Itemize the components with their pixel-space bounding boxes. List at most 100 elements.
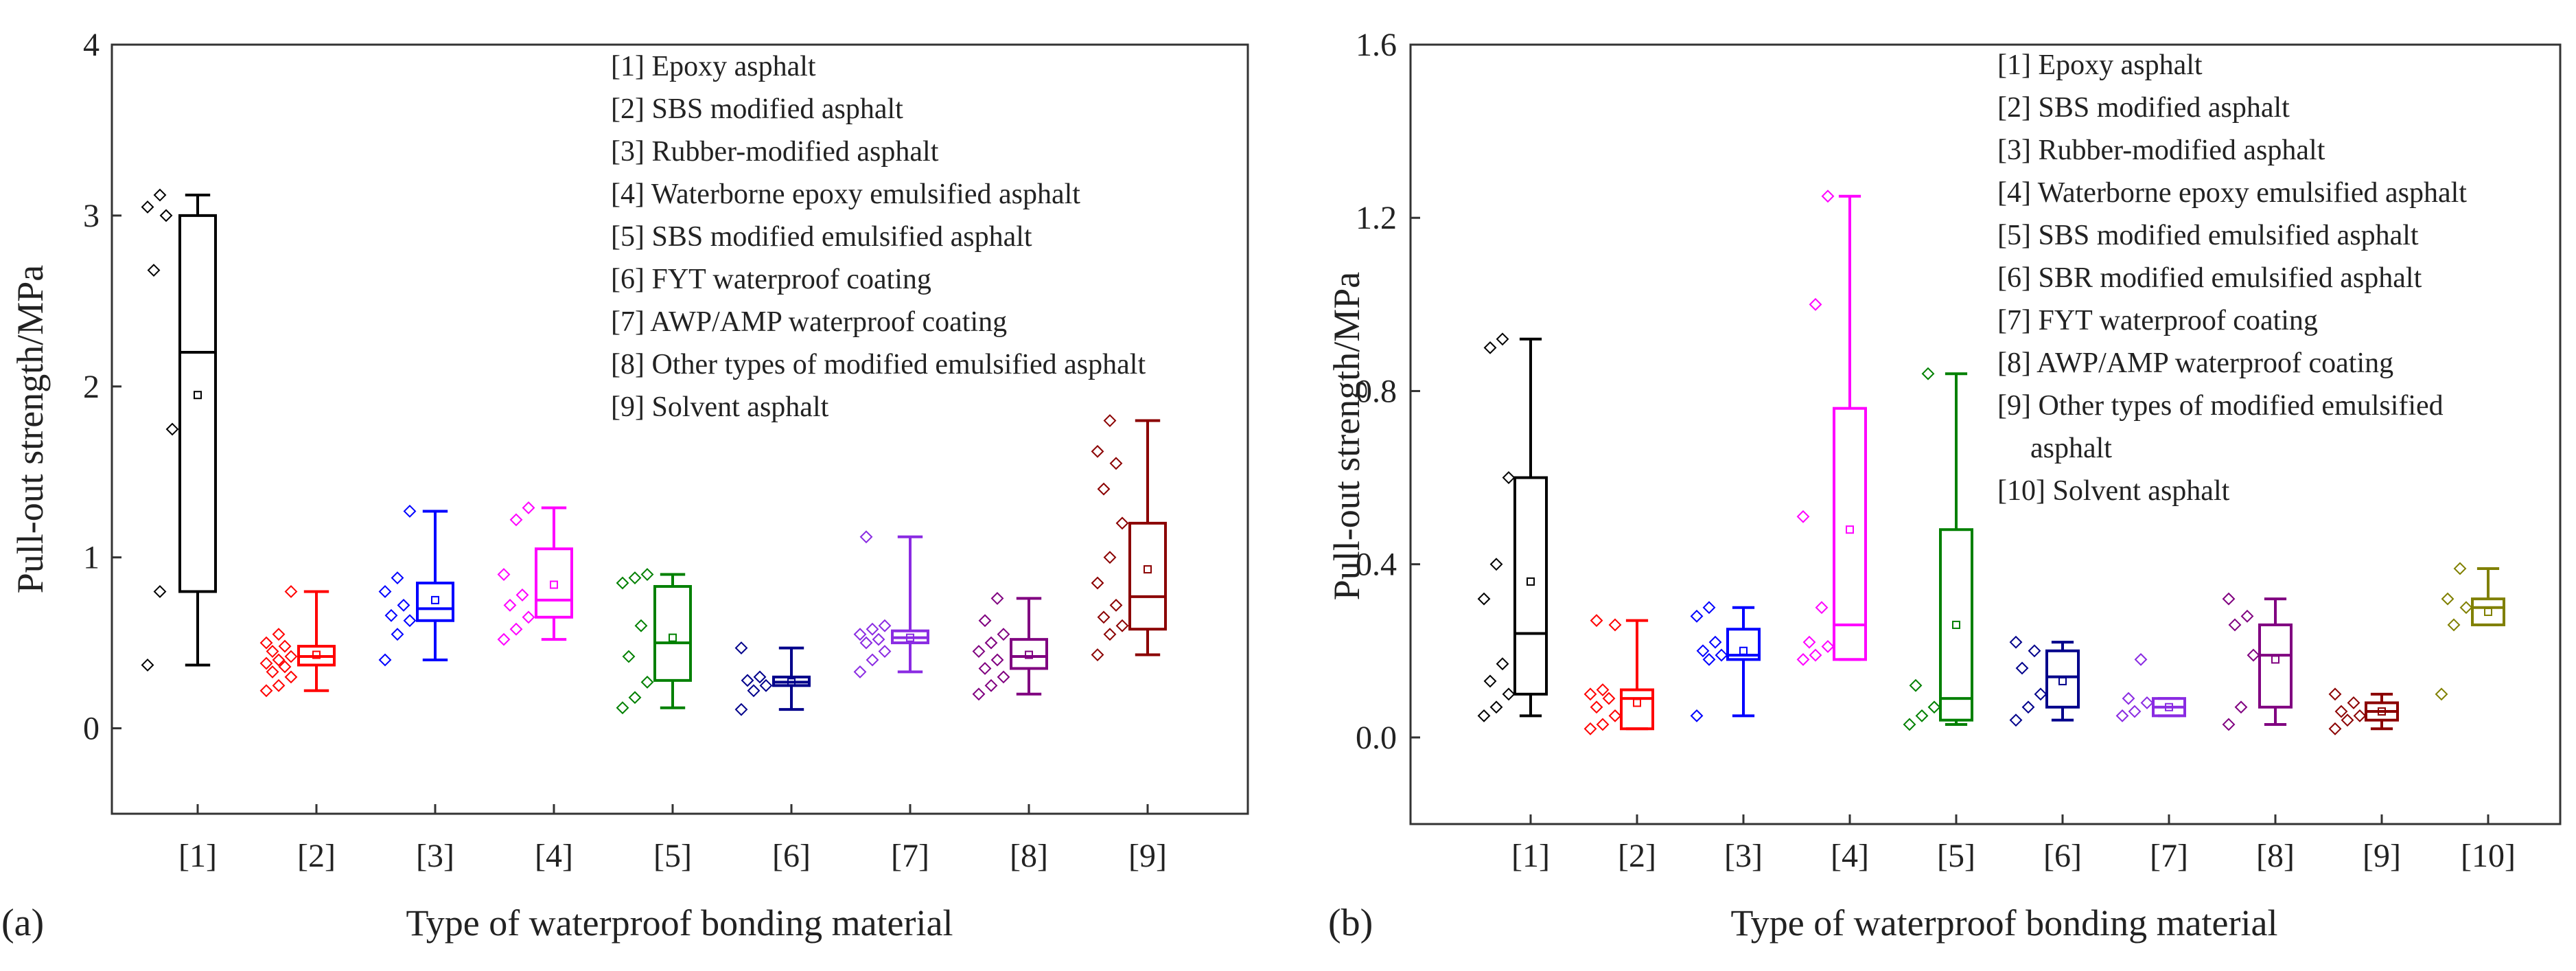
data-point: [859, 530, 873, 544]
y-tick-label: 2: [83, 369, 100, 405]
data-point: [984, 678, 998, 692]
data-point: [266, 665, 279, 678]
legend-entry: [9] Other types of modified emulsified: [1997, 390, 2444, 422]
box-group: [1091, 414, 1167, 661]
data-point: [1608, 709, 1622, 722]
data-point: [634, 619, 648, 632]
mean-marker: [1633, 698, 1641, 707]
data-point: [2435, 687, 2448, 701]
iqr-box: [1128, 521, 1167, 631]
y-ticks-a: 0 1 2 3 4: [83, 27, 121, 747]
x-tick-label: [5]: [653, 838, 692, 874]
iqr-box: [1513, 476, 1548, 696]
data-point: [2234, 700, 2248, 714]
data-point: [272, 628, 286, 641]
y-tick-label: 4: [83, 27, 100, 63]
data-point: [628, 571, 642, 584]
mean-marker: [2271, 655, 2279, 664]
data-point: [1821, 190, 1835, 203]
iqr-box: [178, 214, 217, 593]
data-point: [403, 505, 417, 518]
legend-entry: [5] SBS modified emulsified asphalt: [611, 221, 1032, 253]
legend-entry: [3] Rubber-modified asphalt: [611, 136, 939, 168]
data-point: [1796, 652, 1810, 666]
data-point: [1802, 635, 1816, 649]
y-tick-label: 0.0: [1356, 720, 1397, 756]
data-point: [1097, 482, 1111, 496]
data-point: [2134, 652, 2148, 666]
data-point: [1583, 722, 1597, 735]
data-point: [259, 684, 273, 698]
y-tick-label: 0: [83, 711, 100, 747]
data-point: [278, 660, 292, 674]
data-point: [1702, 652, 1716, 666]
mean-marker: [787, 678, 796, 687]
box-group: [1690, 601, 1761, 722]
y-tick-label: 1: [83, 540, 100, 576]
data-point: [734, 641, 748, 654]
data-point: [1109, 457, 1123, 470]
data-point: [2247, 648, 2260, 662]
data-point: [284, 650, 298, 663]
legend-entry: [1] Epoxy asphalt: [611, 51, 816, 82]
data-point: [497, 632, 511, 646]
mean-marker: [194, 391, 202, 400]
data-point: [159, 209, 173, 222]
box-group: [2328, 687, 2399, 735]
iqr-box: [2258, 623, 2293, 709]
data-point: [866, 622, 879, 636]
mean-marker: [906, 633, 914, 642]
legend-entry: [5] SBS modified emulsified asphalt: [1997, 220, 2419, 251]
x-tick-label: [9]: [1128, 838, 1167, 874]
data-point: [278, 639, 292, 653]
box-group: [259, 585, 336, 698]
box-group: [1796, 190, 1867, 666]
iqr-box: [1010, 638, 1048, 670]
plot-area-a: [141, 188, 1167, 716]
mean-marker: [2165, 702, 2173, 711]
iqr-box: [535, 547, 573, 619]
data-point: [1702, 601, 1716, 615]
data-point: [978, 614, 992, 628]
data-point: [391, 571, 404, 584]
data-point: [972, 645, 986, 658]
data-point: [1596, 718, 1610, 731]
data-point: [1583, 687, 1597, 701]
data-point: [1903, 718, 1916, 731]
data-point: [640, 675, 654, 689]
x-tick-label: [7]: [891, 838, 929, 874]
data-point: [628, 691, 642, 705]
x-tick-label: [3]: [1724, 838, 1763, 874]
iqr-box: [1620, 688, 1654, 731]
y-tick-label: 3: [83, 198, 100, 234]
box-group: [497, 501, 573, 646]
mean-marker: [1144, 565, 1152, 574]
data-point: [2347, 696, 2360, 709]
data-point: [165, 422, 179, 436]
data-point: [2353, 709, 2367, 722]
y-tick-label: 1.6: [1356, 27, 1397, 63]
data-point: [1115, 619, 1129, 632]
x-axis-label-a: Type of waterproof bonding material: [406, 902, 953, 944]
data-point: [1103, 414, 1117, 427]
box-group: [2009, 635, 2080, 727]
data-point: [2459, 601, 2473, 615]
data-point: [522, 501, 535, 514]
mean-marker: [1527, 577, 1535, 586]
data-point: [272, 678, 286, 692]
plot-area-b: [1477, 190, 2505, 735]
data-point: [397, 598, 410, 612]
data-point: [2240, 609, 2254, 623]
data-point: [1103, 551, 1117, 564]
legend-entry: [3] Rubber-modified asphalt: [1997, 135, 2325, 166]
legend-entry: [2] SBS modified asphalt: [611, 93, 903, 125]
x-ticks-a: [1] [2] [3] [4] [5] [6] [7] [8] [9]: [178, 804, 1167, 874]
y-tick-label: 0.4: [1356, 547, 1397, 583]
data-point: [990, 591, 1004, 605]
x-tick-label: [4]: [1831, 838, 1869, 874]
data-point: [2140, 696, 2154, 709]
data-point: [2115, 709, 2129, 722]
data-point: [384, 608, 398, 622]
x-tick-label: [10]: [2461, 838, 2516, 874]
